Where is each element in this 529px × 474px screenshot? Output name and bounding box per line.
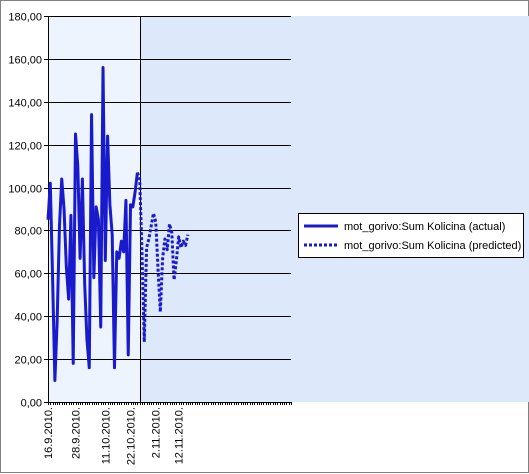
legend[interactable]: mot_gorivo:Sum Kolicina (actual) mot_gori… (299, 214, 524, 258)
legend-label: mot_gorivo:Sum Kolicina (predicted) (344, 240, 521, 252)
y-tick-label: 120,00 (8, 141, 42, 153)
x-tick-label: 16.9.2010. (43, 407, 55, 459)
x-tick-label: 28.9.2010. (71, 407, 83, 459)
legend-label: mot_gorivo:Sum Kolicina (actual) (344, 221, 505, 233)
y-tick-label: 80,00 (14, 226, 42, 238)
y-tick-label: 40,00 (14, 312, 42, 324)
y-tick-label: 60,00 (14, 269, 42, 281)
y-tick-labels: 0,00 20,00 40,00 60,00 80,00 100,00 120,00 140,… (8, 12, 42, 410)
x-tick-label: 2.11.2010. (151, 407, 163, 458)
x-tick-label: 11.10.2010. (100, 407, 112, 464)
y-tick-label: 20,00 (14, 355, 42, 367)
y-tick-label: 140,00 (8, 98, 42, 110)
y-tick-label: 0,00 (21, 398, 42, 410)
x-tick-label: 22.10.2010. (126, 407, 138, 465)
forecast-region (140, 16, 529, 402)
x-tick-label: 12.11.2010. (174, 407, 186, 464)
y-tick-label: 180,00 (8, 12, 42, 24)
y-tick-label: 100,00 (8, 184, 42, 196)
plot-background (48, 16, 529, 402)
y-tick-label: 160,00 (8, 55, 42, 67)
x-tick-labels: 16.9.2010. 28.9.2010. 11.10.2010. 22.10.201… (43, 407, 186, 465)
